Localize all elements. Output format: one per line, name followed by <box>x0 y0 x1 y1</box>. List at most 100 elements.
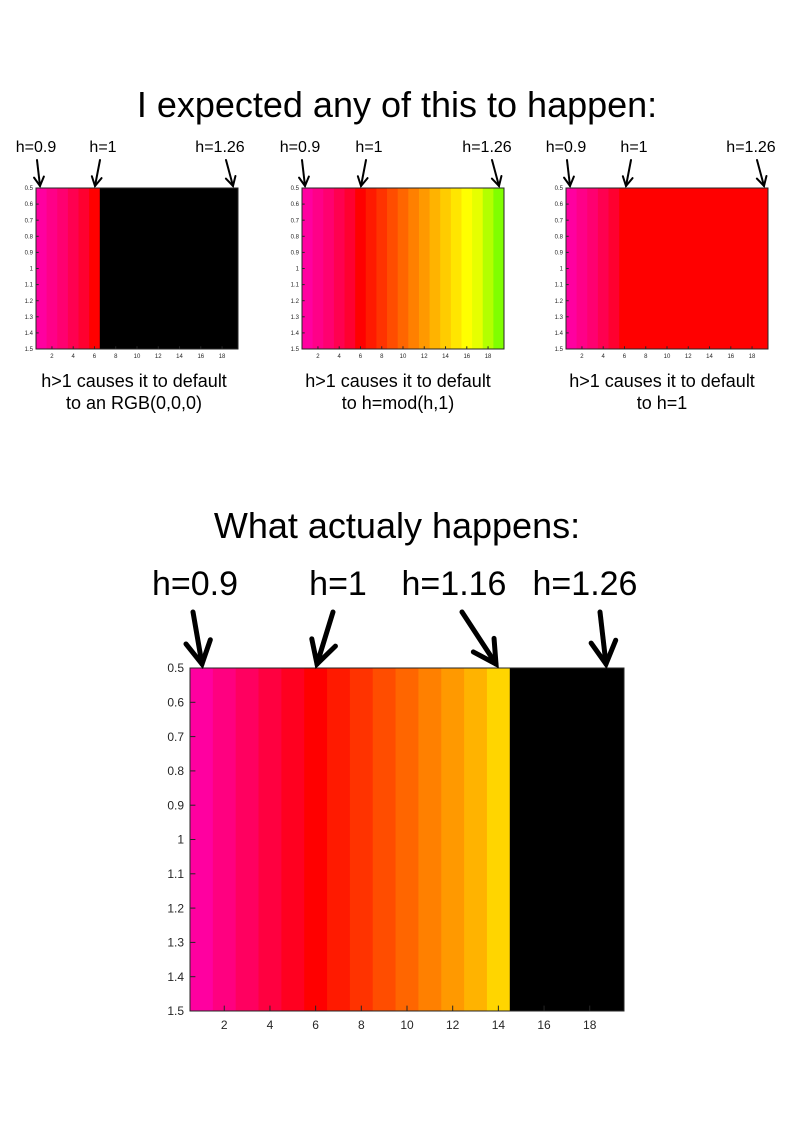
y-tick-label: 1.2 <box>555 299 564 305</box>
arrow-head <box>470 635 499 669</box>
heatmap-column <box>408 188 420 349</box>
y-tick-label: 1 <box>296 267 300 273</box>
heatmap-column <box>216 188 228 349</box>
y-tick-label: 1.2 <box>25 299 34 305</box>
y-tick-label: 1 <box>177 833 184 847</box>
heatmap-column <box>67 188 80 349</box>
y-tick-label: 0.7 <box>167 730 184 744</box>
arrow-head <box>309 636 338 669</box>
caption-line-2: to h=mod(h,1) <box>341 393 455 413</box>
heatmap-column <box>746 188 758 349</box>
y-tick-label: 0.6 <box>167 696 184 710</box>
y-tick-label: 0.7 <box>291 218 300 224</box>
y-tick-label: 1.3 <box>555 315 564 321</box>
arrow-head <box>356 175 369 189</box>
heatmap-column <box>640 188 652 349</box>
x-tick-label: 12 <box>685 354 692 360</box>
heatmap-column <box>601 668 625 1011</box>
x-tick-label: 4 <box>602 354 606 360</box>
heatmap-column <box>619 188 631 349</box>
y-tick-label: 0.9 <box>167 798 184 812</box>
x-tick-label: 8 <box>358 1018 365 1032</box>
arrow-label: h=0.9 <box>152 565 238 603</box>
x-tick-label: 2 <box>316 354 320 360</box>
heatmap-column <box>397 188 409 349</box>
arrow-shaft <box>566 159 571 187</box>
y-tick-label: 1.1 <box>167 867 184 881</box>
x-tick-label: 18 <box>219 354 226 360</box>
heatmap-column <box>597 188 610 349</box>
heatmap-column <box>89 188 101 349</box>
heatmap-column <box>333 188 346 349</box>
heatmap-column <box>450 188 462 349</box>
y-tick-label: 0.5 <box>25 186 34 192</box>
heatmap-column <box>344 188 356 349</box>
arrow-label: h=0.9 <box>546 139 587 156</box>
heatmap-column <box>682 188 695 349</box>
x-tick-label: 12 <box>421 354 428 360</box>
heatmap-column <box>608 188 620 349</box>
heatmap-column <box>532 668 556 1011</box>
x-tick-label: 16 <box>727 354 734 360</box>
caption-line-1: h>1 causes it to default <box>41 371 227 391</box>
arrow-head <box>621 175 634 189</box>
arrow-label: h=1.26 <box>195 139 244 156</box>
heatmap-column <box>509 668 534 1011</box>
arrow-shaft <box>36 159 41 187</box>
page-title-actual: What actualy happens: <box>213 505 581 546</box>
x-tick-label: 16 <box>197 354 204 360</box>
y-tick-label: 1.4 <box>555 331 564 337</box>
caption-default-black: h>1 causes it to default to an RGB(0,0,0… <box>4 370 264 414</box>
heatmap-column <box>184 188 196 349</box>
arrow-shaft <box>301 159 306 187</box>
arrow-label: h=1.26 <box>533 565 638 603</box>
heatmap-column <box>672 188 684 349</box>
heatmap-column <box>163 188 175 349</box>
x-tick-label: 6 <box>312 1018 319 1032</box>
x-tick-label: 6 <box>359 354 363 360</box>
heatmap-column <box>190 668 214 1011</box>
heatmap-column <box>757 188 769 349</box>
heatmap-column <box>258 668 282 1011</box>
heatmap-column <box>714 188 726 349</box>
y-tick-label: 1.2 <box>291 299 300 305</box>
heatmap-column <box>566 188 578 349</box>
caption-default-h1: h>1 causes it to default to h=1 <box>532 370 792 414</box>
arrow-label: h=1 <box>309 565 367 603</box>
heatmap-column <box>110 188 122 349</box>
heatmap-column <box>629 188 641 349</box>
heatmap-column <box>365 188 377 349</box>
caption-default-mod: h>1 causes it to default to h=mod(h,1) <box>268 370 528 414</box>
y-tick-label: 1.5 <box>167 1004 184 1018</box>
x-tick-label: 6 <box>623 354 627 360</box>
y-tick-label: 0.6 <box>291 202 300 208</box>
heatmap-column <box>78 188 90 349</box>
arrow-shaft <box>756 159 765 187</box>
x-tick-label: 12 <box>446 1018 460 1032</box>
arrow-head <box>224 175 237 189</box>
y-tick-label: 1.3 <box>25 315 34 321</box>
heatmap-column <box>440 188 452 349</box>
heatmap-column <box>441 668 465 1011</box>
y-tick-label: 1.3 <box>167 936 184 950</box>
arrow-shaft <box>597 609 609 667</box>
caption-line-2: to h=1 <box>636 393 688 413</box>
y-tick-label: 0.8 <box>291 234 300 240</box>
heatmap-column <box>472 188 484 349</box>
x-tick-label: 10 <box>400 354 407 360</box>
page-title-expected: I expected any of this to happen: <box>136 84 658 125</box>
x-tick-label: 18 <box>583 1018 597 1032</box>
arrow-label: h=1 <box>620 139 647 156</box>
x-tick-label: 14 <box>176 354 183 360</box>
heatmap-column <box>206 188 218 349</box>
heatmap-column <box>174 188 186 349</box>
heatmap-column <box>152 188 165 349</box>
y-tick-label: 0.7 <box>555 218 564 224</box>
y-tick-label: 0.6 <box>555 202 564 208</box>
x-tick-label: 10 <box>400 1018 414 1032</box>
heatmap-column <box>418 668 442 1011</box>
arrow-shaft <box>360 159 367 187</box>
x-tick-label: 16 <box>537 1018 551 1032</box>
